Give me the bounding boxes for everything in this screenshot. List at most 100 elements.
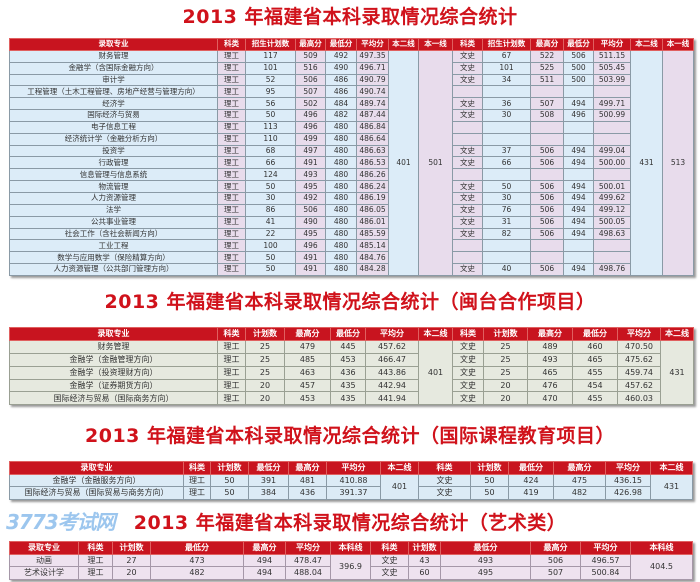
arts-value-cell — [593, 251, 631, 265]
arts-value-cell: 500.84 — [580, 566, 631, 580]
arts-value-cell: 文史 — [452, 191, 483, 205]
science-value-cell: 486.63 — [356, 144, 389, 158]
science-value-cell: 50 — [245, 109, 296, 122]
science-value-cell: 486.19 — [356, 191, 389, 205]
science-value-cell: 480 — [325, 132, 357, 146]
arts-value-cell: 34 — [482, 73, 531, 87]
arts-value-cell: 494 — [563, 156, 594, 170]
column-header: 录取专业 — [9, 38, 218, 51]
science-value-cell: 480 — [325, 168, 357, 182]
science-value-cell: 486.53 — [356, 156, 389, 170]
arts-value-cell: 500.01 — [593, 180, 631, 193]
table-row: 经济统计学（金融分析方向） 理工 110 499 480 486.64 — [9, 132, 694, 146]
column-header: 最高分 — [295, 38, 326, 51]
arts-value-cell: 525 — [530, 61, 564, 75]
major-cell: 国际经济与贸易（国际商务方向） — [9, 391, 218, 406]
major-cell: 数学与应用数学（保险精算方向） — [9, 251, 218, 265]
science-value-cell: 478.47 — [285, 553, 331, 567]
column-header: 科类 — [452, 327, 484, 341]
major-cell: 审计学 — [9, 73, 218, 87]
arts-value-cell: 50 — [470, 486, 509, 500]
arts-value-cell: 498.76 — [593, 263, 631, 276]
major-cell: 公共事业管理 — [9, 215, 218, 229]
arts-value-cell: 文史 — [452, 109, 483, 122]
arts-value-cell — [452, 132, 483, 146]
arts-value-cell: 文史 — [452, 339, 484, 354]
science-cutoff-cell: 401 — [380, 473, 419, 500]
science-value-cell: 509 — [295, 49, 326, 63]
science-value-cell: 502 — [295, 97, 326, 111]
science-value-cell: 27 — [112, 553, 151, 567]
science-value-cell: 491 — [295, 263, 326, 276]
arts-value-cell — [563, 168, 594, 182]
arts-value-cell: 494 — [563, 227, 594, 241]
science-value-cell: 理工 — [183, 473, 211, 487]
arts-value-cell: 30 — [482, 191, 531, 205]
science-value-cell: 50 — [245, 251, 296, 265]
arts-value-cell — [452, 85, 483, 99]
arts-value-cell: 460 — [572, 339, 618, 354]
science-value-cell: 理工 — [217, 144, 246, 158]
science-value-cell: 理工 — [217, 391, 246, 406]
science-value-cell: 486.24 — [356, 180, 389, 193]
science-cutoff-cell: 501 — [418, 49, 453, 276]
science-value-cell: 492 — [295, 191, 326, 205]
arts-value-cell — [482, 239, 531, 253]
science-value-cell: 506 — [295, 203, 326, 217]
science-value-cell: 41 — [245, 215, 296, 229]
table-row: 物流管理 理工 50 495 480 486.24 文史 50 506 494 500.01 — [9, 180, 694, 193]
table-row: 数学与应用数学（保险精算方向） 理工 50 491 480 484.76 — [9, 251, 694, 265]
arts-value-cell: 101 — [482, 61, 531, 75]
major-cell: 经济学 — [9, 97, 218, 111]
science-value-cell: 480 — [325, 156, 357, 170]
arts-value-cell: 470 — [527, 391, 573, 406]
arts-value-cell: 495 — [440, 566, 531, 580]
arts-cutoff-cell: 513 — [662, 49, 694, 276]
arts-value-cell: 482 — [553, 486, 606, 500]
arts-value-cell — [563, 85, 594, 99]
science-value-cell: 384 — [248, 486, 289, 500]
arts-value-cell: 496.57 — [580, 553, 631, 567]
arts-value-cell: 476 — [527, 378, 573, 393]
science-value-cell: 理工 — [217, 263, 246, 276]
table-row: 艺术设计学 理工 20 482 494 488.04 文史 60 495 507 500.84 — [9, 566, 693, 580]
arts-value-cell — [593, 168, 631, 182]
column-header: 最高分 — [530, 38, 564, 51]
column-header: 最低分 — [150, 541, 244, 555]
science-value-cell: 497.35 — [356, 49, 389, 63]
science-value-cell: 101 — [245, 61, 296, 75]
column-header: 本二线 — [630, 38, 663, 51]
science-value-cell: 443.86 — [365, 365, 419, 380]
science-value-cell: 391 — [248, 473, 289, 487]
science-value-cell: 480 — [325, 191, 357, 205]
science-value-cell: 理工 — [217, 239, 246, 253]
major-cell: 财务管理 — [9, 49, 218, 63]
arts-value-cell — [563, 132, 594, 146]
arts-value-cell: 475.62 — [617, 352, 661, 367]
science-value-cell: 理工 — [217, 339, 246, 354]
arts-value-cell: 419 — [508, 486, 554, 500]
arts-cutoff-cell: 431 — [650, 473, 693, 500]
arts-value-cell: 文史 — [452, 180, 483, 193]
admission-table-international: 录取专业 科类 计划数 最低分 最高分 平均分 本二线 科类 计划数 最低分 最高分 平均分 本二线 金融… — [9, 461, 693, 500]
arts-value-cell: 25 — [483, 352, 528, 367]
column-header: 最高分 — [243, 541, 286, 555]
science-value-cell: 124 — [245, 168, 296, 182]
arts-value-cell — [482, 251, 531, 265]
science-value-cell: 445 — [330, 339, 366, 354]
arts-value-cell: 506 — [530, 144, 564, 158]
science-value-cell: 497 — [295, 144, 326, 158]
table-row: 行政管理 理工 66 491 480 486.53 文史 66 506 494 500.00 — [9, 156, 694, 170]
column-header: 本二线 — [418, 327, 453, 341]
science-value-cell: 理工 — [217, 378, 246, 393]
arts-value-cell: 506 — [530, 263, 564, 276]
title-international: 2013 年福建省本科录取情况综合统计（国际课程教育项目） — [85, 425, 615, 447]
arts-value-cell: 文史 — [452, 73, 483, 87]
column-header: 本一线 — [418, 38, 453, 51]
arts-value-cell: 文史 — [452, 352, 484, 367]
admission-table-general: 录取专业 科类 招生计划数 最高分 最低分 平均分 本二线 本一线 科类 招生计划数 最高分 最低分平… — [9, 38, 694, 276]
column-header: 最低分 — [330, 327, 366, 341]
science-value-cell: 480 — [325, 263, 357, 276]
column-header: 平均分 — [605, 461, 651, 475]
arts-value-cell — [452, 251, 483, 265]
